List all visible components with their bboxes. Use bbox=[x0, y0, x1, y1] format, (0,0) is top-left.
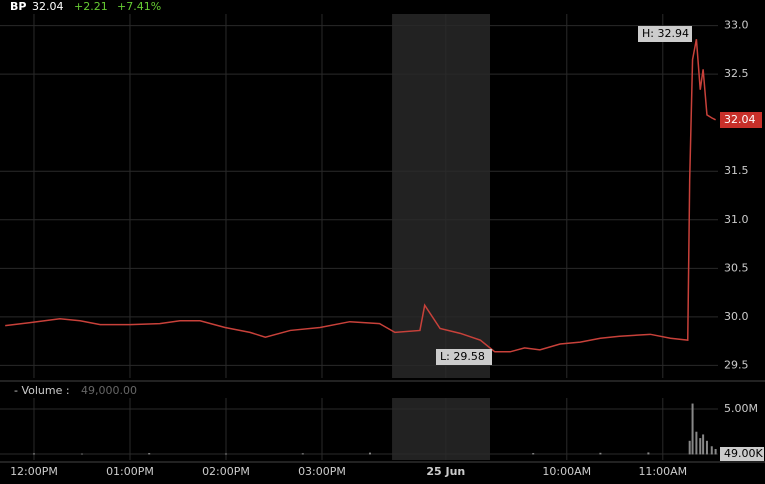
last-price-label: 32.04 bbox=[724, 113, 756, 126]
high-label: H: 32.94 bbox=[642, 27, 689, 40]
y-tick-label: 32.5 bbox=[724, 67, 749, 80]
x-tick-label: 10:00AM bbox=[542, 465, 591, 478]
last-volume-box bbox=[720, 447, 764, 462]
symbol: BP bbox=[10, 0, 26, 13]
x-tick-label: 12:00PM bbox=[10, 465, 58, 478]
x-tick-label: 25 Jun bbox=[426, 465, 465, 478]
volume-last: 49,000.00 bbox=[81, 384, 137, 397]
volume-bar bbox=[688, 440, 691, 455]
x-tick-label: 02:00PM bbox=[202, 465, 250, 478]
volume-bar bbox=[710, 446, 713, 455]
price-line bbox=[5, 39, 716, 353]
last-price-box bbox=[720, 112, 762, 128]
volume-bar bbox=[148, 453, 151, 455]
volume-bar bbox=[647, 452, 650, 455]
volume-bar bbox=[32, 453, 35, 455]
volume-tick-label: 49.00K bbox=[724, 447, 763, 460]
x-tick-label: 11:00AM bbox=[638, 465, 687, 478]
volume-bar bbox=[80, 453, 83, 455]
y-tick-label: 30.0 bbox=[724, 310, 749, 323]
y-tick-label: 33.0 bbox=[724, 19, 749, 32]
x-tick-label: 01:00PM bbox=[106, 465, 154, 478]
volume-title: - Volume : bbox=[14, 384, 70, 397]
low-label: L: 29.58 bbox=[440, 350, 485, 363]
volume-bar bbox=[691, 403, 694, 455]
volume-bar bbox=[714, 448, 717, 455]
volume-bar bbox=[699, 438, 702, 455]
x-tick-label: 03:00PM bbox=[298, 465, 346, 478]
volume-bar bbox=[702, 434, 705, 455]
session-gap bbox=[392, 398, 490, 460]
volume-bar bbox=[695, 431, 698, 455]
change: +2.21 bbox=[74, 0, 108, 13]
y-tick-label: 30.5 bbox=[724, 261, 749, 274]
high-box bbox=[638, 26, 692, 42]
volume-bar bbox=[224, 453, 227, 455]
volume-bar bbox=[599, 452, 602, 455]
y-tick-label: 29.5 bbox=[724, 358, 749, 371]
y-tick-label: 31.5 bbox=[724, 164, 749, 177]
session-gap bbox=[392, 14, 490, 378]
volume-bar bbox=[301, 453, 304, 455]
y-tick-label: 31.0 bbox=[724, 213, 749, 226]
volume-tick-label: 5.00M bbox=[724, 402, 758, 415]
change-pct: +7.41% bbox=[117, 0, 161, 13]
volume-bar bbox=[532, 453, 535, 455]
volume-bar bbox=[368, 452, 371, 455]
volume-bar bbox=[705, 440, 708, 455]
low-box bbox=[436, 349, 492, 365]
price: 32.04 bbox=[32, 0, 64, 13]
